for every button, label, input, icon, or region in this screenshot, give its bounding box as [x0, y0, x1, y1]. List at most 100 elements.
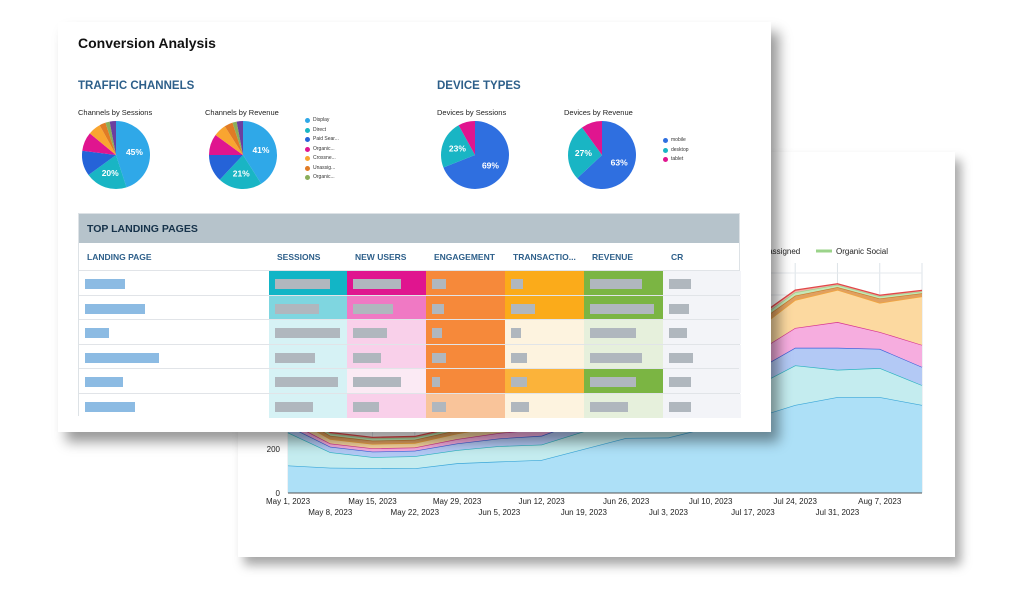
- table-cell: [505, 320, 584, 344]
- pie-slice-organic[interactable]: [105, 121, 116, 155]
- pie-slice-other[interactable]: [236, 121, 243, 155]
- legend-item[interactable]: Display: [305, 116, 339, 126]
- redacted-value: [590, 377, 636, 387]
- pie-slice-mobile[interactable]: [443, 121, 510, 189]
- table-row[interactable]: [79, 294, 741, 320]
- column-header[interactable]: REVENUE: [592, 252, 634, 262]
- legend-label: Display: [313, 117, 330, 123]
- redacted-value: [85, 279, 125, 289]
- column-header[interactable]: SESSIONS: [277, 252, 321, 262]
- legend-item[interactable]: Paid Sear...: [305, 135, 339, 145]
- column-header[interactable]: NEW USERS: [355, 252, 407, 262]
- redacted-value: [590, 279, 642, 289]
- legend-item[interactable]: Direct: [305, 126, 339, 136]
- x-tick-label: May 15, 2023: [348, 497, 397, 506]
- legend-item[interactable]: Unassig...: [305, 164, 339, 174]
- pie-title: Channels by Sessions: [78, 108, 153, 117]
- table-cell: [79, 344, 269, 369]
- legend-label[interactable]: Unassigned: [758, 247, 800, 256]
- table-cell: [426, 369, 505, 393]
- legend-item[interactable]: mobile: [663, 136, 689, 146]
- legend-swatch: [305, 175, 310, 181]
- table-cell: [79, 320, 269, 344]
- legend-label[interactable]: Organic Social: [836, 247, 888, 256]
- legend-label: Unassig...: [313, 164, 336, 171]
- pie-slice-other[interactable]: [109, 121, 116, 155]
- pie-slice-tablet[interactable]: [582, 121, 602, 155]
- table-cell: [426, 271, 505, 295]
- pie-slice-crossne[interactable]: [215, 126, 243, 155]
- pie-slice-desktop[interactable]: [440, 125, 475, 168]
- pie-slice-crossne[interactable]: [89, 125, 116, 155]
- pie-slice-direct[interactable]: [219, 155, 262, 189]
- legend-item[interactable]: tablet: [663, 155, 689, 165]
- table-cell: [426, 393, 505, 418]
- redacted-value: [432, 279, 446, 289]
- table-cell: [426, 295, 505, 320]
- pie-slice-unassig[interactable]: [224, 122, 243, 155]
- table-cell: [269, 320, 347, 344]
- pie-data-label: 63%: [611, 157, 628, 167]
- legend-swatch: [663, 138, 668, 144]
- table-row[interactable]: [79, 343, 741, 369]
- pie-slice-direct[interactable]: [88, 155, 127, 189]
- pie-slice-tablet[interactable]: [458, 121, 475, 155]
- redacted-value: [511, 279, 523, 289]
- redacted-value: [432, 303, 444, 314]
- pie-title: Devices by Sessions: [437, 108, 507, 117]
- redacted-value: [511, 352, 527, 363]
- redacted-value: [275, 352, 315, 363]
- table-row[interactable]: [79, 392, 741, 418]
- table-cell: [269, 393, 347, 418]
- legend-swatch: [663, 147, 668, 153]
- pie-data-label: 69%: [482, 161, 499, 171]
- pie-slice-mobile[interactable]: [577, 121, 637, 190]
- top-landing-pages-table: TOP LANDING PAGES LANDING PAGE SESSIONS NE…: [78, 213, 741, 418]
- pie-data-label: 27%: [575, 148, 592, 158]
- redacted-value: [590, 401, 628, 412]
- legend-item[interactable]: Organic...: [305, 145, 339, 155]
- pie-slice-desktop[interactable]: [568, 127, 602, 179]
- redacted-value: [275, 279, 330, 289]
- x-tick-label: Jul 31, 2023: [816, 508, 860, 517]
- x-tick-label: Jul 17, 2023: [731, 508, 775, 517]
- redacted-value: [85, 352, 159, 363]
- legend-label: Organic...: [313, 174, 335, 180]
- redacted-value: [353, 328, 387, 338]
- legend-label: mobile: [671, 137, 686, 143]
- redacted-value: [85, 377, 123, 387]
- table-row[interactable]: [79, 319, 741, 344]
- pie-slice-organic[interactable]: [209, 135, 243, 155]
- legend-item[interactable]: Crossne...: [305, 154, 339, 164]
- table-cell: [347, 344, 426, 369]
- legend-item[interactable]: Organic...: [305, 173, 339, 183]
- table-cell: [79, 369, 269, 393]
- redacted-value: [669, 401, 691, 412]
- x-tick-label: May 22, 2023: [391, 508, 440, 517]
- pie-slice-paidsear[interactable]: [209, 155, 243, 180]
- pie-slice-display[interactable]: [116, 121, 150, 188]
- table-cell: [584, 320, 663, 344]
- x-tick-label: Jun 26, 2023: [603, 497, 650, 506]
- legend-swatch: [663, 157, 668, 163]
- table-cell: [663, 369, 741, 393]
- column-header[interactable]: CR: [671, 252, 684, 262]
- pie-charts: 45% 20% 41% 21% 69% 23% 63% 27%: [82, 121, 637, 190]
- pie-slice-organic[interactable]: [82, 133, 116, 155]
- table-cell: [79, 295, 269, 320]
- pie-slice-display[interactable]: [243, 121, 277, 184]
- table-row[interactable]: [79, 270, 741, 295]
- column-header[interactable]: TRANSACTIO...: [513, 252, 576, 262]
- redacted-value: [669, 352, 693, 363]
- column-header[interactable]: LANDING PAGE: [87, 252, 152, 262]
- redacted-value: [511, 328, 521, 338]
- pie-slice-organic[interactable]: [232, 121, 243, 155]
- x-tick-label: Aug 7, 2023: [858, 497, 902, 506]
- pie-slice-unassig[interactable]: [99, 122, 116, 155]
- column-header[interactable]: ENGAGEMENT: [434, 252, 495, 262]
- pie-slice-paidsear[interactable]: [82, 150, 116, 175]
- table-row[interactable]: [79, 368, 741, 393]
- redacted-value: [353, 303, 393, 314]
- legend-item[interactable]: desktop: [663, 146, 689, 156]
- x-tick-label: May 29, 2023: [433, 497, 482, 506]
